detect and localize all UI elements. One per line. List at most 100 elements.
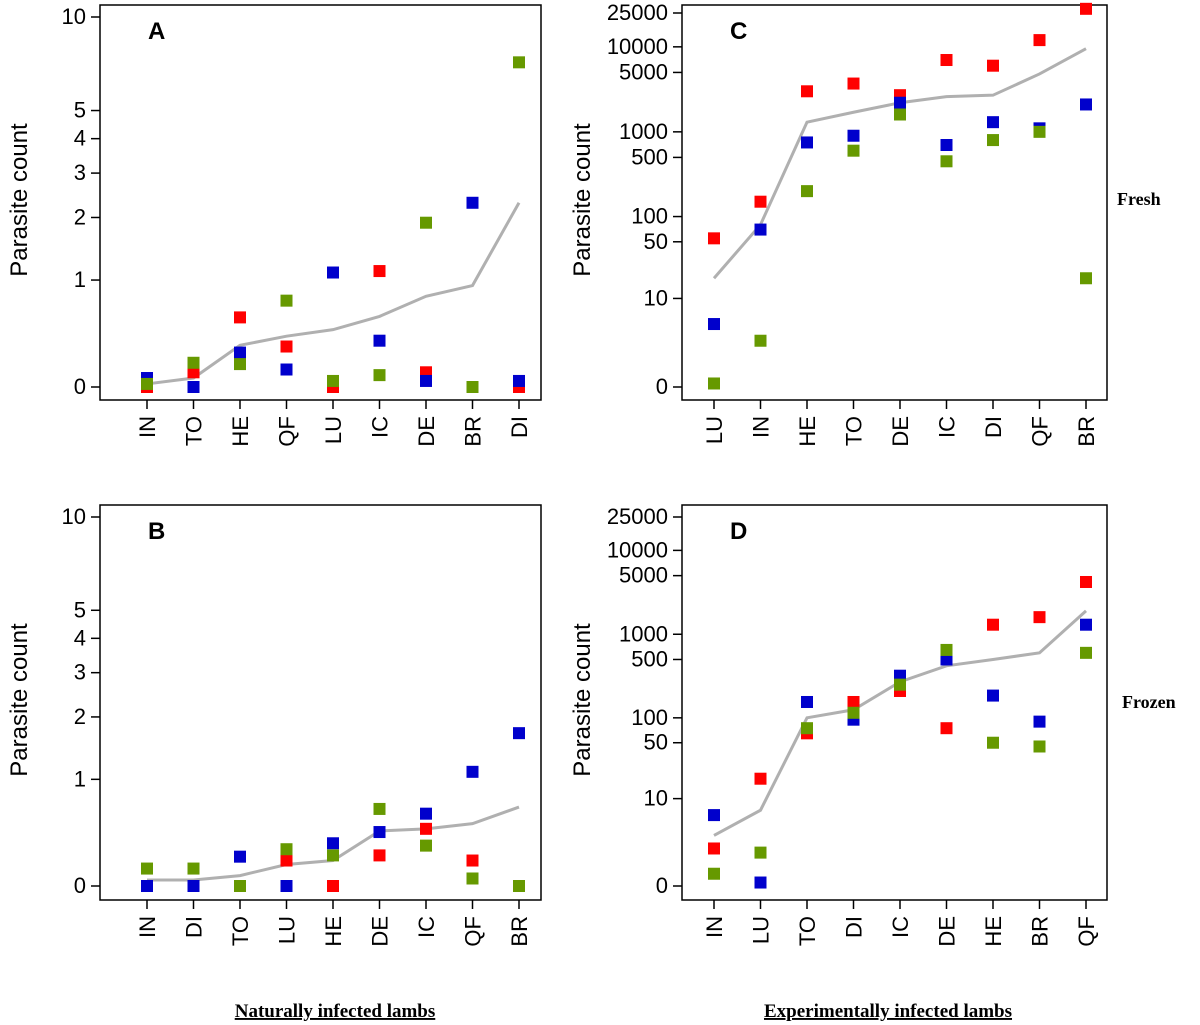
- mean-line: [713, 609, 1088, 837]
- y-tick-label: 2: [74, 204, 86, 229]
- y-axis-label: Parasite count: [6, 623, 33, 777]
- y-tick-label: 10: [644, 786, 668, 811]
- x-tick-label: QF: [1028, 416, 1053, 447]
- x-tick-label: QF: [1074, 916, 1099, 947]
- data-point-red: [987, 59, 999, 72]
- data-point-blue: [1080, 618, 1092, 631]
- data-point-red: [187, 366, 200, 379]
- y-tick-label: 50: [644, 229, 668, 254]
- x-tick-label: IN: [135, 416, 160, 438]
- x-tick-label: HE: [321, 916, 346, 947]
- data-point-green: [987, 736, 999, 749]
- data-point-green: [847, 706, 860, 719]
- y-tick-label: 100: [631, 204, 668, 229]
- y-tick-label: 1: [74, 267, 86, 292]
- data-point-blue: [420, 807, 432, 820]
- x-tick-label: IN: [749, 416, 774, 438]
- y-axis-label: Parasite count: [569, 623, 596, 777]
- data-point-blue: [754, 223, 767, 236]
- plot-frame: [99, 504, 542, 901]
- y-axis-label: Parasite count: [6, 123, 33, 277]
- data-point-green: [987, 134, 999, 147]
- x-tick-label: DE: [935, 916, 960, 947]
- x-tick-label: TO: [795, 916, 820, 946]
- y-tick-label: 0: [74, 873, 86, 898]
- data-point-green: [1033, 125, 1046, 138]
- x-tick-label: HE: [795, 416, 820, 447]
- y-tick-label: 10000: [607, 34, 668, 59]
- x-tick-label: DI: [182, 916, 207, 938]
- data-point-blue: [1033, 715, 1046, 728]
- data-point-blue: [754, 876, 767, 889]
- data-point-red: [1033, 611, 1046, 624]
- data-point-green: [373, 369, 386, 382]
- data-point-blue: [280, 880, 293, 892]
- x-tick-label: HE: [981, 916, 1006, 947]
- data-point-green: [327, 849, 339, 862]
- x-tick-label: DE: [368, 916, 393, 947]
- data-point-blue: [847, 129, 860, 142]
- data-point-green: [940, 643, 953, 656]
- data-point-blue: [940, 653, 953, 666]
- y-axis-label: Parasite count: [569, 123, 596, 277]
- x-tick-label: DE: [888, 416, 913, 447]
- data-point-green: [1080, 272, 1092, 285]
- data-point-green: [187, 356, 200, 369]
- data-point-red: [754, 195, 767, 208]
- y-tick-label: 1000: [619, 621, 668, 646]
- y-tick-label: 500: [631, 646, 668, 671]
- x-tick-label: TO: [842, 416, 867, 446]
- data-point-red: [708, 232, 720, 245]
- y-tick-label: 25000: [607, 504, 668, 529]
- data-point-green: [1080, 646, 1092, 659]
- x-tick-label: QF: [461, 916, 486, 947]
- y-tick-label: 5000: [619, 59, 668, 84]
- y-tick-label: 10: [644, 285, 668, 310]
- data-point-green: [187, 862, 200, 875]
- data-point-red: [1080, 2, 1092, 15]
- data-point-blue: [513, 727, 525, 740]
- x-tick-label: DI: [981, 416, 1006, 438]
- x-tick-label: IC: [414, 916, 439, 938]
- data-point-blue: [327, 837, 339, 850]
- data-point-green: [754, 846, 767, 859]
- data-point-blue: [187, 880, 200, 892]
- frozen-label: Frozen: [1122, 692, 1176, 712]
- x-tick-label: LU: [749, 916, 774, 944]
- data-point-blue: [801, 136, 813, 149]
- data-point-green: [280, 843, 293, 856]
- x-tick-label: LU: [275, 916, 300, 944]
- data-point-red: [280, 340, 293, 353]
- x-tick-label: HE: [228, 416, 253, 447]
- data-point-red: [754, 772, 767, 785]
- x-tick-label: BR: [1028, 916, 1053, 947]
- panel-a: 0 1 2 3 4 5 10 Parasite count A IN TO HE QF LU IC DE BR D…: [6, 4, 542, 447]
- x-tick-label: DE: [414, 416, 439, 447]
- data-point-green: [373, 802, 386, 815]
- x-tick-label: IC: [888, 916, 913, 938]
- x-tick-label: IC: [368, 416, 393, 438]
- data-point-green: [940, 155, 953, 168]
- data-point-red: [708, 842, 720, 855]
- y-tick-label: 1000: [619, 119, 668, 144]
- data-point-red: [987, 618, 999, 631]
- data-point-blue: [894, 96, 906, 109]
- y-tick-label: 10: [62, 504, 86, 529]
- x-tick-label: LU: [321, 416, 346, 444]
- data-point-blue: [234, 850, 246, 863]
- x-tick-label: BR: [507, 916, 532, 947]
- data-point-red: [1033, 34, 1046, 47]
- data-point-blue: [708, 318, 720, 331]
- plot-frame: [681, 4, 1108, 401]
- data-point-green: [466, 872, 479, 885]
- data-point-green: [513, 880, 525, 892]
- data-point-blue: [987, 689, 999, 702]
- y-tick-label: 2: [74, 704, 86, 729]
- data-point-green: [420, 839, 432, 852]
- x-tick-label: TO: [228, 916, 253, 946]
- data-point-red: [847, 695, 860, 708]
- natural-caption: Naturally infected lambs: [235, 1001, 436, 1022]
- x-tick-label: IN: [135, 916, 160, 938]
